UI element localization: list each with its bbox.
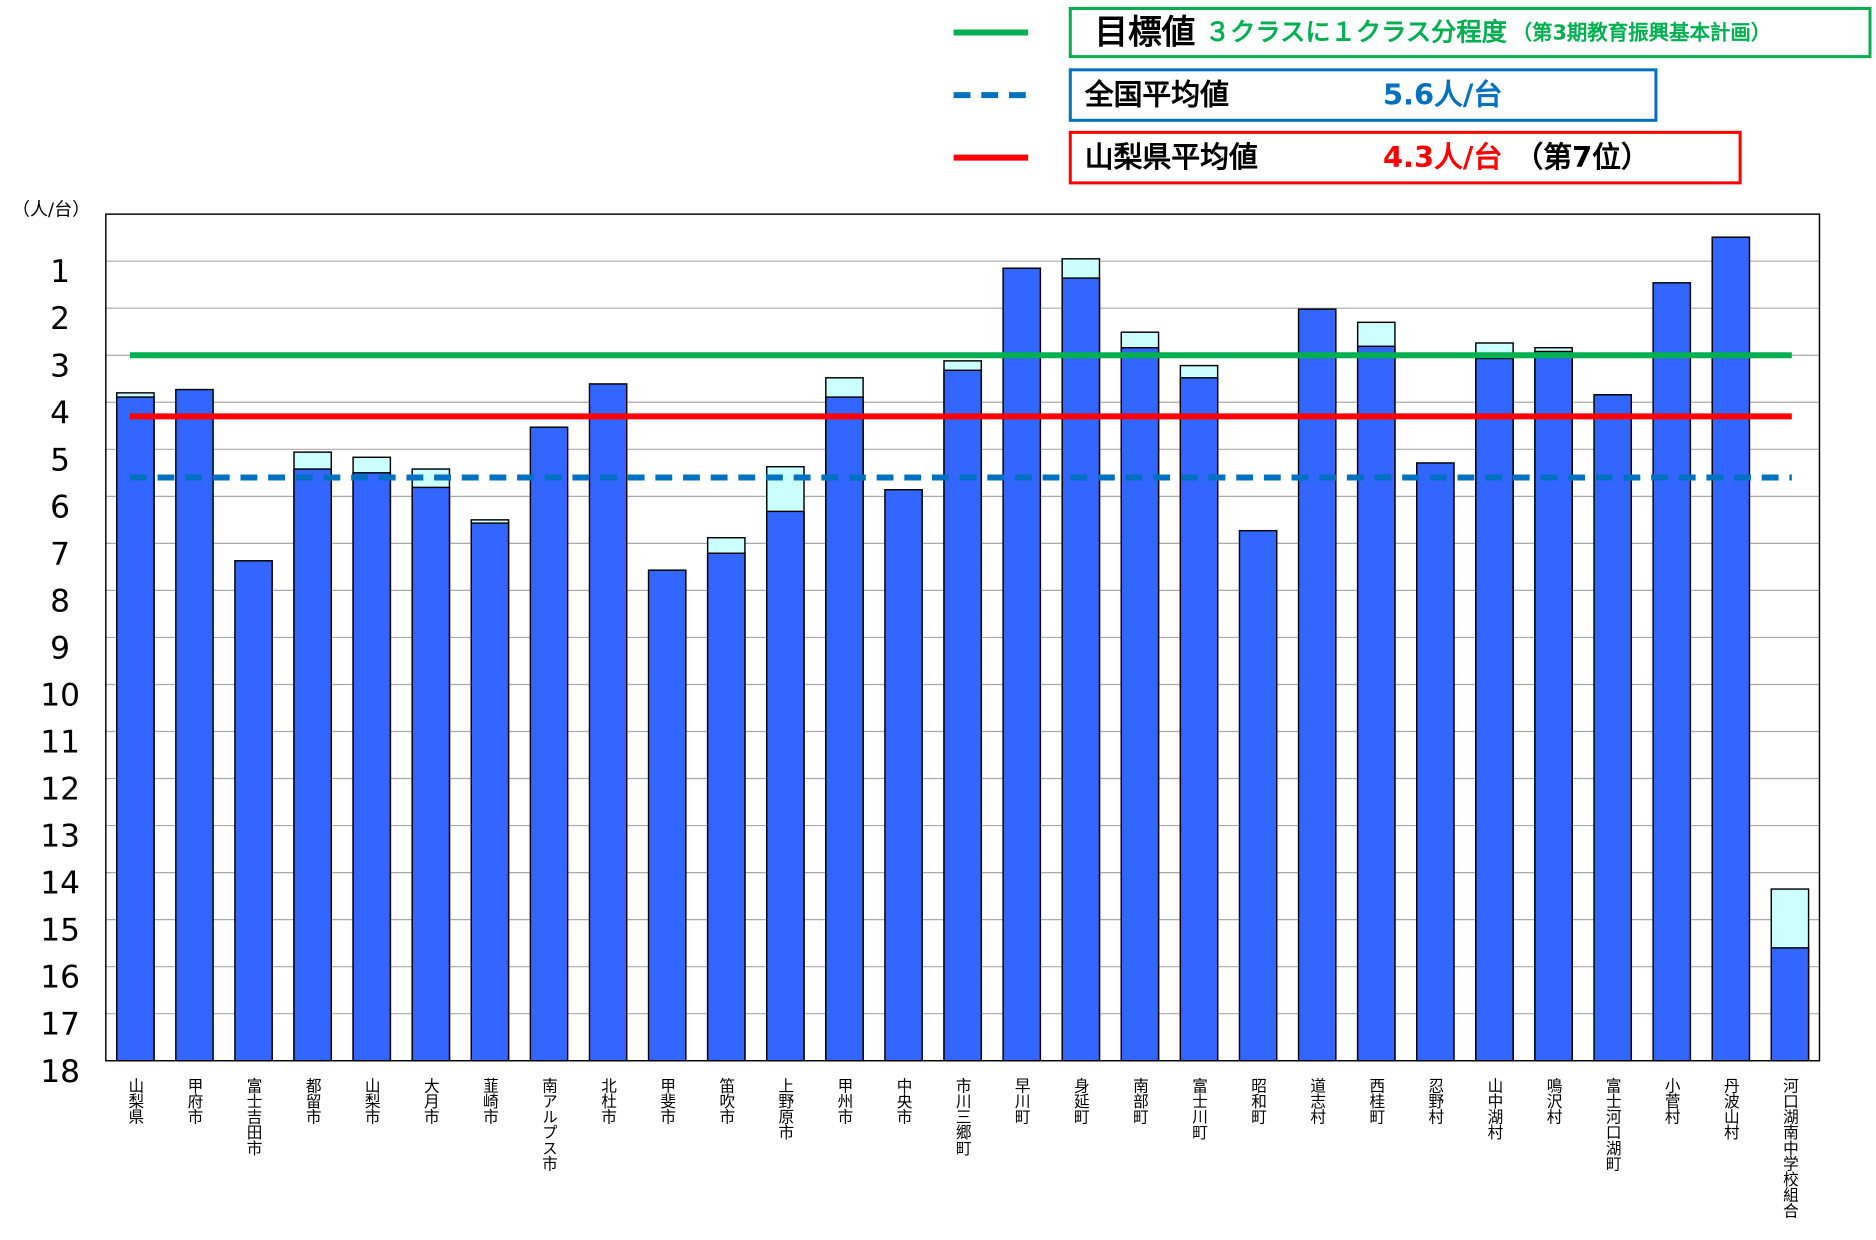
bar	[884, 489, 923, 1062]
x-tick-label: 笛吹市	[717, 1077, 736, 1124]
x-tick-label: 市川三郷町	[953, 1077, 972, 1156]
legend-text: 目標値 ３クラスに１クラス分程度 （第3期教育振興基本計画）	[1094, 12, 1771, 51]
x-tick-label: 山梨県	[126, 1077, 145, 1124]
y-tick-label: 12	[40, 772, 80, 808]
bar	[1179, 377, 1219, 1062]
x-tick-label: 河口湖南中学校組合	[1780, 1077, 1799, 1218]
y-tick-label: 2	[50, 301, 70, 337]
y-tick-label: 17	[40, 1007, 80, 1043]
legend-text: 山梨県平均値 4.3人/台 （第7位）	[1085, 140, 1650, 174]
x-tick-label: 富士河口湖町	[1603, 1077, 1622, 1171]
bar	[411, 486, 451, 1062]
y-tick-label: 7	[50, 536, 70, 572]
bar	[1534, 350, 1573, 1062]
x-tick-label: 富士吉田市	[244, 1077, 263, 1156]
bar	[1770, 947, 1810, 1062]
y-tick-label: 10	[40, 677, 80, 713]
x-tick-label: 身延町	[1071, 1077, 1090, 1124]
x-tick-label: 西桂町	[1367, 1078, 1386, 1125]
bar	[766, 510, 805, 1062]
y-tick-label: 4	[50, 395, 70, 431]
x-tick-label: 甲州市	[835, 1078, 854, 1125]
y-tick-label: 14	[40, 866, 80, 902]
y-axis-label: （人/台）	[12, 200, 90, 221]
legend-box	[1068, 130, 1742, 185]
legend-text: 全国平均値 5.6人/台	[1084, 77, 1503, 111]
legend-name: 全国平均値	[1084, 77, 1229, 111]
x-tick-label: 中央市	[894, 1077, 913, 1124]
bar	[470, 522, 510, 1062]
legend-box	[1068, 68, 1658, 122]
x-tick-label: 道志村	[1308, 1077, 1327, 1124]
legend-value: 4.3人/台	[1383, 140, 1502, 174]
bar	[1711, 236, 1751, 1062]
x-tick-label: 山梨市	[362, 1077, 381, 1124]
x-tick-label: 北杜市	[599, 1077, 618, 1124]
y-tick-label: 9	[50, 630, 70, 666]
bar	[529, 426, 569, 1062]
x-tick-label: 小菅村	[1662, 1077, 1681, 1124]
bar	[1475, 357, 1514, 1062]
y-tick-label: 5	[50, 442, 70, 478]
bar	[1356, 345, 1396, 1062]
x-tick-label: 南部町	[1130, 1077, 1149, 1124]
bar	[1120, 346, 1160, 1062]
x-tick-label: 早川町	[1012, 1078, 1031, 1125]
y-tick-label: 16	[40, 960, 80, 996]
bar	[116, 396, 155, 1062]
y-tick-label: 1	[50, 254, 70, 290]
bar	[234, 560, 273, 1062]
bar	[825, 396, 864, 1062]
bar	[706, 552, 746, 1062]
x-tick-label: 丹波山村	[1721, 1078, 1740, 1141]
y-tick-label: 11	[40, 725, 80, 761]
x-tick-label: 都留市	[303, 1077, 322, 1124]
legend-name: 目標値	[1094, 12, 1195, 51]
x-tick-label: 忍野村	[1426, 1078, 1445, 1125]
bar	[943, 369, 983, 1062]
bar	[588, 383, 628, 1062]
x-tick-label: 大月市	[421, 1077, 440, 1124]
y-tick-label: 6	[50, 489, 70, 525]
y-tick-label: 3	[50, 348, 70, 384]
bar	[1297, 308, 1337, 1062]
x-tick-label: 甲府市	[185, 1078, 204, 1125]
bar	[293, 468, 333, 1062]
x-tick-label: 上野原市	[776, 1077, 795, 1140]
x-tick-label: 昭和町	[1249, 1078, 1268, 1125]
legend-note: （第7位）	[1514, 140, 1650, 174]
x-tick-label: 南アルプス市	[540, 1077, 559, 1171]
y-tick-label: 15	[40, 913, 80, 949]
bar	[1593, 394, 1633, 1062]
x-tick-label: 山中湖村	[1485, 1077, 1504, 1140]
bar	[175, 388, 214, 1062]
bar	[1416, 462, 1455, 1062]
bar	[1238, 529, 1278, 1062]
x-tick-label: 富士川町	[1190, 1077, 1209, 1140]
bar	[352, 472, 392, 1062]
legend-note: （第3期教育振興基本計画）	[1512, 21, 1771, 45]
bar	[1061, 277, 1101, 1062]
legend-name: 山梨県平均値	[1085, 140, 1258, 174]
x-tick-label: 鳴沢村	[1544, 1077, 1563, 1124]
legend-box	[1068, 6, 1872, 59]
y-tick-label: 13	[40, 819, 80, 855]
legend-description: ３クラスに１クラス分程度	[1205, 18, 1508, 47]
legend-value: 5.6人/台	[1383, 77, 1502, 111]
x-tick-label: 甲斐市	[658, 1078, 677, 1125]
bar	[1652, 282, 1692, 1062]
y-tick-label: 18	[40, 1054, 80, 1090]
bar	[1002, 267, 1042, 1062]
x-tick-label: 韮崎市	[480, 1077, 499, 1124]
bar	[647, 569, 687, 1062]
y-tick-label: 8	[50, 583, 70, 619]
